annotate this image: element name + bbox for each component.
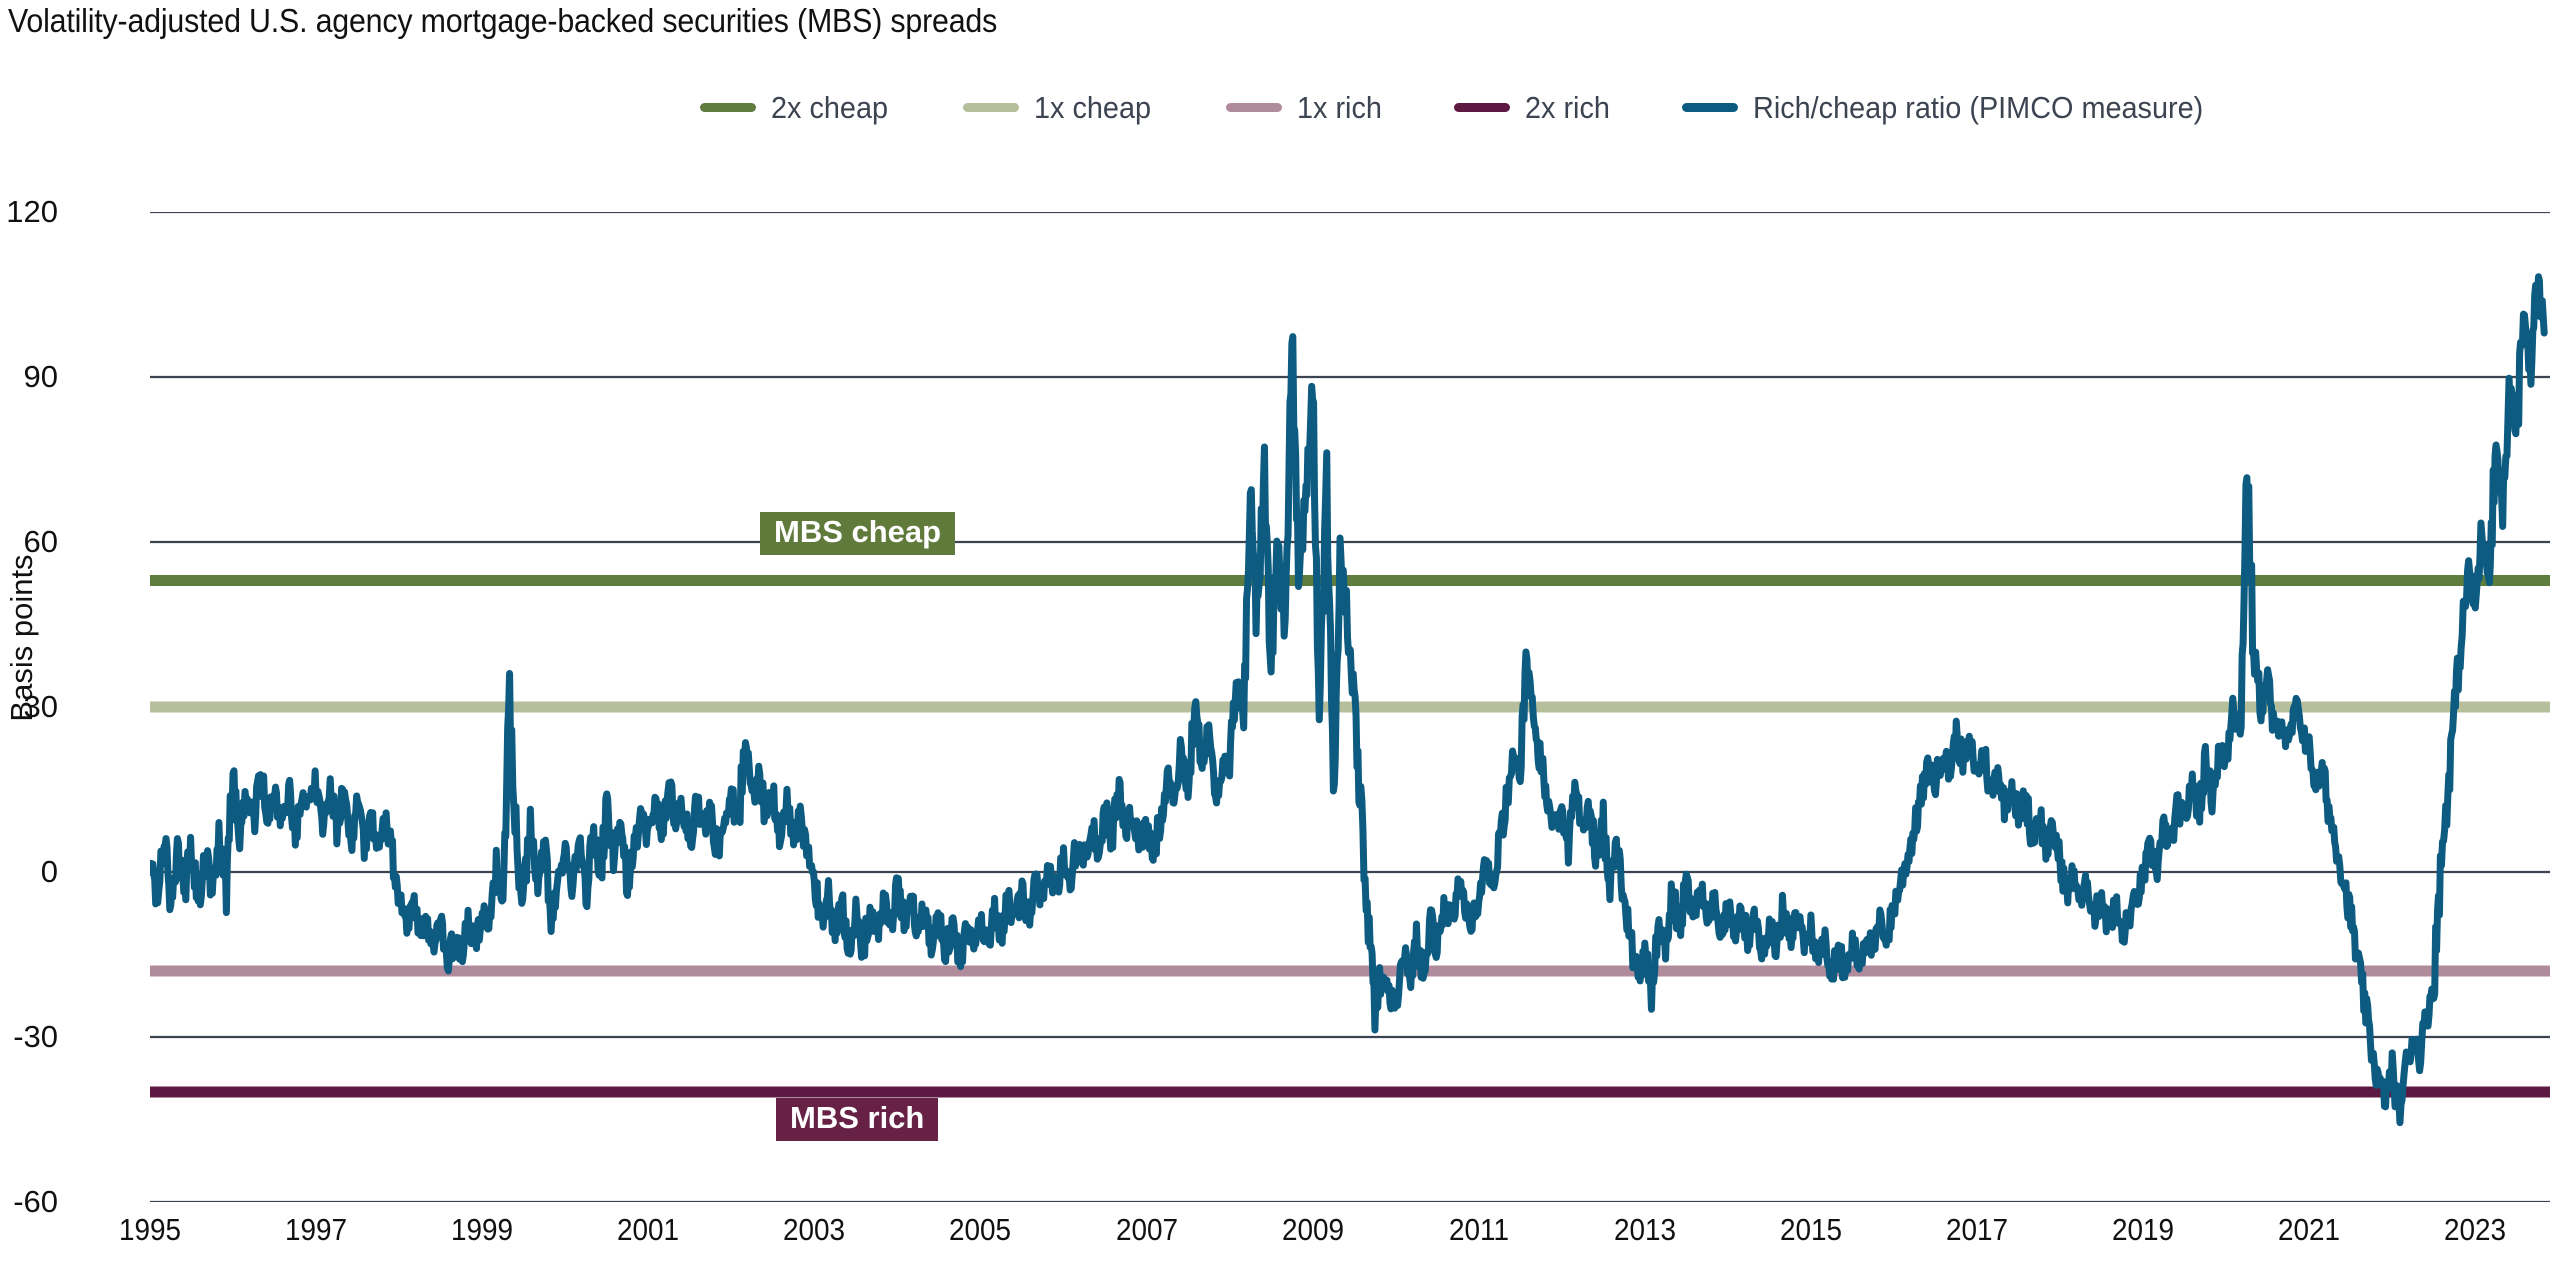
reference-lines <box>150 575 2550 1098</box>
legend-swatch-icon <box>1225 102 1282 112</box>
x-tick-label: 2017 <box>1945 1212 2009 1247</box>
legend-item-label: 1x cheap <box>1033 89 1151 125</box>
legend-item-2x-rich[interactable]: 2x rich <box>1453 89 1616 125</box>
x-tick-label: 2023 <box>2444 1212 2507 1247</box>
x-tick-label: 2009 <box>1281 1212 1344 1247</box>
page-title: Volatility-adjusted U.S. agency mortgage… <box>8 2 998 39</box>
y-tick-label: 120 <box>6 194 58 229</box>
plot-area <box>150 212 2550 1202</box>
mbs-cheap-annotation: MBS cheap <box>760 512 956 555</box>
x-tick-label: 2021 <box>2278 1212 2341 1247</box>
y-tick-label: 0 <box>40 854 58 889</box>
legend-item-label: 2x cheap <box>771 89 889 125</box>
legend-swatch-icon <box>1453 102 1510 112</box>
legend-item-label: 1x rich <box>1296 89 1382 125</box>
legend-item-1x-cheap[interactable]: 1x cheap <box>962 89 1160 125</box>
x-tick-label: 1999 <box>451 1212 514 1247</box>
x-tick-label: 1997 <box>285 1212 348 1247</box>
y-tick-label: -30 <box>13 1019 58 1054</box>
x-tick-label: 2015 <box>1779 1212 1842 1247</box>
x-tick-label: 2019 <box>2112 1212 2175 1247</box>
legend-item-label: Rich/cheap ratio (PIMCO measure) <box>1753 89 2204 125</box>
x-tick-label: 2007 <box>1115 1212 1178 1247</box>
x-tick-label: 2001 <box>617 1212 680 1247</box>
x-tick-label: 2013 <box>1613 1212 1676 1247</box>
legend-item-rich-cheap-ratio-pimco-measure[interactable]: Rich/cheap ratio (PIMCO measure) <box>1682 92 2237 123</box>
y-tick-label: 30 <box>23 689 58 724</box>
x-tick-label: 2005 <box>949 1212 1012 1247</box>
legend-item-2x-cheap[interactable]: 2x cheap <box>700 92 897 123</box>
y-tick-label: 90 <box>23 359 58 394</box>
chart-legend: 2x cheap 1x cheap 1x rich 2x rich Rich/cheap… <box>700 86 2237 128</box>
x-tick-label: 1995 <box>118 1212 182 1247</box>
mbs-rich-annotation: MBS rich <box>776 1098 939 1141</box>
legend-item-1x-rich[interactable]: 1x rich <box>1225 89 1388 125</box>
x-tick-label: 2003 <box>783 1212 846 1247</box>
legend-swatch-icon <box>962 102 1019 112</box>
legend-swatch-icon <box>700 102 756 112</box>
y-tick-label: 60 <box>23 524 58 559</box>
x-tick-label: 2011 <box>1448 1212 1509 1247</box>
data-series-line <box>150 273 2548 1127</box>
y-tick-label: -60 <box>13 1184 58 1219</box>
chart-canvas <box>150 212 2550 1202</box>
legend-swatch-icon <box>1682 102 1739 112</box>
legend-item-label: 2x rich <box>1524 89 1610 125</box>
y-axis-title: Basis points <box>0 0 39 1270</box>
